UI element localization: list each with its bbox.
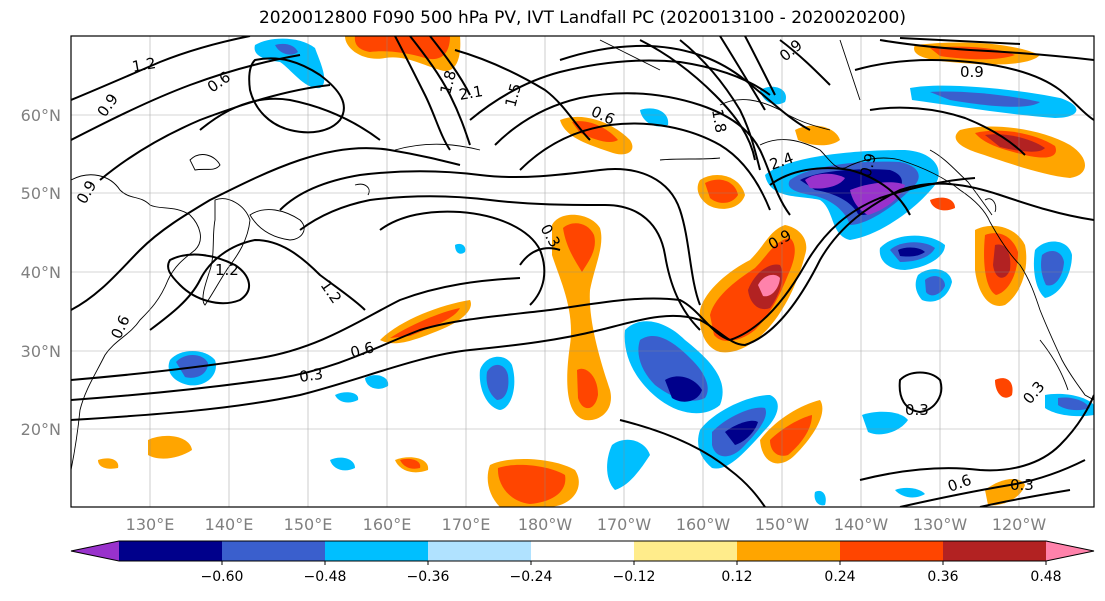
lat-label: 60°N: [21, 106, 61, 125]
colorbar-segment: [222, 541, 326, 561]
contour-label: 0.6: [348, 338, 376, 362]
contour-label: 1.8: [708, 108, 730, 135]
colorbar-tick-label: 0.48: [1030, 569, 1061, 585]
contour-label: 1.8: [436, 68, 460, 96]
lon-label: 160°E: [363, 515, 412, 534]
contour-label: 0.9: [960, 63, 984, 81]
lon-label: 170°E: [442, 515, 491, 534]
map-title: 2020012800 F090 500 hPa PV, IVT Landfall…: [258, 8, 906, 28]
contour-label: 0.3: [298, 365, 324, 386]
lat-label: 50°N: [21, 184, 61, 203]
lon-label: 120°W: [992, 515, 1047, 534]
lon-label: 150°E: [284, 515, 333, 534]
lon-label: 160°W: [676, 515, 731, 534]
colorbar-tick-label: 0.24: [824, 569, 855, 585]
lon-label: 140°W: [834, 515, 889, 534]
colorbar-outline: [70, 540, 1095, 562]
colorbar-tick-label: 0.12: [721, 569, 752, 585]
graticule: [71, 36, 1094, 507]
colorbar-segment: [737, 541, 841, 561]
lon-label: 150°W: [755, 515, 810, 534]
lon-label: 130°E: [126, 515, 175, 534]
lon-label: 180°W: [518, 515, 573, 534]
map-plot-area[interactable]: 1.2 0.6 0.9 0.9 1.2 1.2 0.6 0.6 0.3 2.1 …: [70, 35, 1095, 508]
colorbar-tick-label: −0.48: [304, 569, 347, 585]
colorbar-segment: [428, 541, 532, 561]
colorbar-segment: [119, 541, 223, 561]
colorbar-segment: [840, 541, 944, 561]
pv-contours: [71, 36, 1094, 507]
colorbar-tick-label: −0.36: [407, 569, 450, 585]
lat-label: 40°N: [21, 263, 61, 282]
colorbar-labels: −0.60 −0.48 −0.36 −0.24 −0.12 0.12 0.24 0.36 0.4…: [201, 569, 1062, 585]
colorbar-extend-min: [71, 541, 119, 561]
colorbar-segment: [943, 541, 1047, 561]
colorbar-tick-label: 0.36: [927, 569, 958, 585]
contour-label: 1.5: [501, 81, 525, 109]
lon-label: 170°W: [597, 515, 652, 534]
contour-label: 0.9: [856, 151, 880, 179]
lat-label: 20°N: [21, 420, 61, 439]
longitude-labels: 130°E 140°E 150°E 160°E 170°E 180°W 170°…: [126, 515, 1047, 534]
lat-label: 30°N: [21, 342, 61, 361]
colorbar-segment: [634, 541, 738, 561]
contour-label: 0.3: [1010, 476, 1034, 494]
colorbar-tick-label: −0.24: [510, 569, 553, 585]
contour-label: 1.2: [215, 261, 239, 279]
latitude-labels: 60°N 50°N 40°N 30°N 20°N: [21, 106, 61, 439]
colorbar-tick-label: −0.12: [613, 569, 656, 585]
lon-label: 130°W: [913, 515, 968, 534]
lon-label: 140°E: [205, 515, 254, 534]
colorbar-extend-max: [1046, 541, 1094, 561]
contour-label: 1.2: [131, 54, 158, 76]
colorbar-segment: [531, 541, 635, 561]
contour-label: 0.3: [905, 401, 929, 419]
colorbar: [70, 540, 1095, 565]
contour-label: 2.1: [458, 82, 485, 104]
colorbar-tick-label: −0.60: [201, 569, 244, 585]
colorbar-segment: [325, 541, 429, 561]
